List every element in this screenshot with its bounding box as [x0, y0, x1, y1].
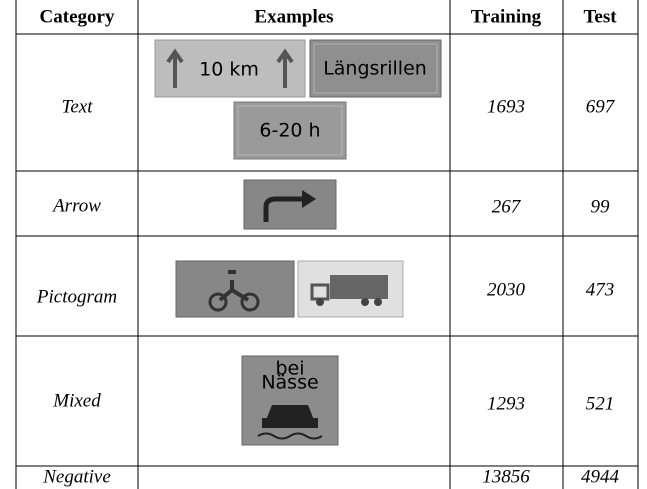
test-cell: 697 — [586, 96, 616, 117]
category-cell: Arrow — [51, 195, 101, 216]
test-cell: 521 — [586, 393, 615, 414]
header-cell: Category — [40, 6, 115, 27]
sign-image — [243, 179, 337, 230]
training-cell: 13856 — [482, 466, 530, 487]
sign-image — [175, 260, 295, 318]
training-cell: 2030 — [487, 279, 526, 300]
sign-text: 6-20 h — [259, 120, 320, 142]
sign-text: 10 km — [199, 59, 259, 81]
sign-text: Nässe — [261, 372, 318, 394]
sign-image — [297, 260, 404, 318]
training-cell: 1693 — [487, 96, 525, 117]
training-cell: 267 — [492, 196, 522, 217]
training-cell: 1293 — [487, 393, 525, 414]
sign-text: bei — [275, 358, 304, 380]
table-body: Text 1693 697 Arrow 267 99 Pictogram 2030 473 Mix… — [36, 96, 620, 487]
test-cell: 4944 — [581, 466, 620, 487]
sign-image: bei Nässe — [241, 355, 339, 446]
test-cell: 99 — [591, 196, 611, 217]
sign-image: 10 km — [154, 39, 306, 98]
header-cell: Test — [583, 6, 617, 27]
sign-image: Längsrillen — [309, 39, 442, 98]
header-cell: Examples — [254, 6, 333, 27]
sign-image: 6-20 h — [233, 101, 347, 160]
category-cell: Pictogram — [36, 286, 117, 307]
category-cell: Text — [62, 96, 94, 117]
test-cell: 473 — [586, 279, 615, 300]
header-cell: Training — [471, 6, 542, 27]
sign-text: Längsrillen — [323, 58, 427, 80]
category-cell: Mixed — [52, 390, 101, 411]
category-cell: Negative — [42, 466, 111, 487]
